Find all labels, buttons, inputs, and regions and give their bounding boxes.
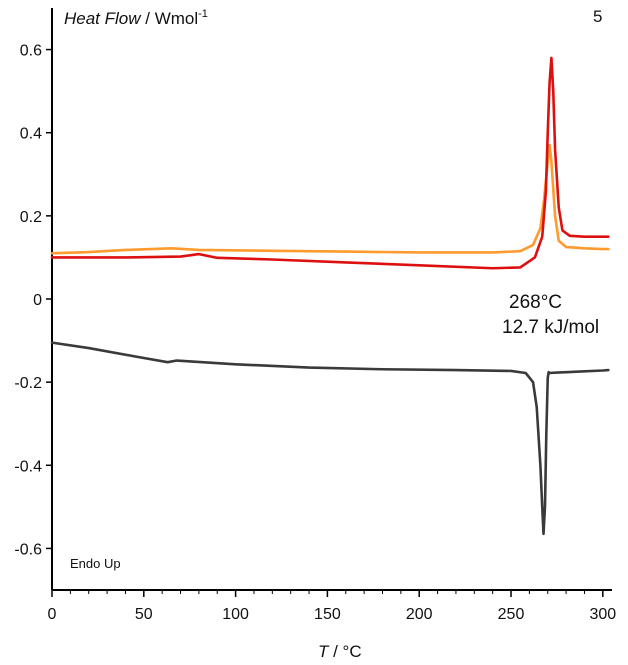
y-tick-label: 0.6 [20, 43, 42, 60]
x-axis-title: T / °C [318, 642, 362, 661]
y-axis-title-unit: / Wmol [141, 9, 199, 28]
x-tick-label: 300 [589, 606, 616, 623]
series-line-2 [50, 56, 610, 270]
axis-layer: 0 50 100 150 200 250 300 -0.6 -0.4 -0.2 0 0.2 0.4 0.6 [14, 8, 616, 623]
x-tick-label: 150 [314, 606, 341, 623]
y-tick-label: -0.4 [14, 458, 42, 475]
panel-label: 5 [593, 7, 602, 26]
x-axis-title-italic: T [318, 642, 330, 661]
series-layer [50, 56, 610, 536]
y-tick-label: -0.6 [14, 541, 42, 558]
label-layer: Heat Flow / Wmol-1 T / °C 5 268°C 12.7 k… [64, 7, 602, 661]
endo-up-note: Endo Up [70, 556, 121, 571]
x-tick-label: 250 [498, 606, 525, 623]
x-tick-label: 0 [48, 606, 57, 623]
x-tick-label: 200 [406, 606, 433, 623]
y-axis-title: Heat Flow / Wmol-1 [64, 8, 208, 28]
peak-temperature-annotation: 268°C [509, 292, 562, 313]
y-axis-title-italic: Heat Flow [64, 9, 142, 28]
y-tick-label: -0.2 [14, 375, 42, 392]
x-tick-label: 100 [222, 606, 249, 623]
y-tick-label: 0 [33, 292, 42, 309]
x-axis-title-unit: / °C [328, 642, 361, 661]
series-line-1 [50, 143, 610, 255]
y-tick-label: 0.2 [20, 209, 42, 226]
y-tick-label: 0.4 [20, 126, 42, 143]
x-tick-label: 50 [135, 606, 153, 623]
y-axis-title-exponent: -1 [198, 8, 208, 20]
enthalpy-annotation: 12.7 kJ/mol [502, 317, 599, 338]
series-line-3 [50, 341, 610, 536]
